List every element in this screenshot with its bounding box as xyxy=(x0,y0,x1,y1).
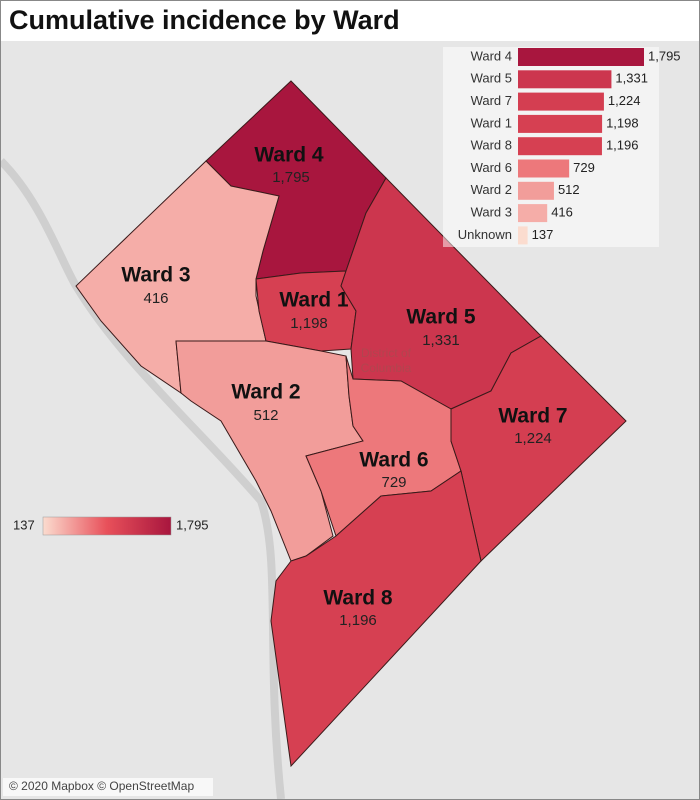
ward-name: Ward 1 xyxy=(279,289,349,312)
ward-value: 1,198 xyxy=(290,315,328,332)
bar-category: Ward 7 xyxy=(471,93,512,108)
bar-value-label: 1,224 xyxy=(608,93,641,108)
ward-value: 416 xyxy=(143,290,168,307)
ward-name: Ward 8 xyxy=(323,587,393,610)
legend-max: 1,795 xyxy=(176,517,209,532)
ward-labels: Ward 4 1,795 Ward 3 416 Ward 1 1,198 War… xyxy=(121,144,567,629)
ward-value: 729 xyxy=(381,474,406,491)
bar xyxy=(518,226,528,245)
bar-category: Ward 3 xyxy=(471,205,512,220)
ward-name: Ward 2 xyxy=(231,381,300,404)
attribution[interactable]: © 2020 Mapbox © OpenStreetMap xyxy=(9,779,194,793)
title-bar xyxy=(1,1,699,41)
bar xyxy=(518,204,548,223)
ward-value: 1,224 xyxy=(514,430,552,447)
bar-category: Ward 4 xyxy=(471,48,512,63)
ward-value: 1,196 xyxy=(339,612,377,629)
bar xyxy=(518,137,602,156)
ward-area[interactable] xyxy=(175,340,364,562)
bar-value-label: 729 xyxy=(573,160,595,175)
bar xyxy=(518,114,603,133)
ward-name: Ward 4 xyxy=(254,144,324,167)
ward-area[interactable] xyxy=(270,470,482,768)
bar-category: Ward 8 xyxy=(471,138,512,153)
legend-min: 137 xyxy=(13,517,35,532)
ward-name: Ward 6 xyxy=(359,449,428,472)
map-label: Columbia xyxy=(361,361,412,375)
bar-category: Ward 5 xyxy=(471,71,512,86)
bar-value-label: 1,795 xyxy=(648,48,681,63)
ward-name: Ward 3 xyxy=(121,264,190,287)
bar-chart: Ward 4 1,795 Ward 5 1,331 Ward 7 1,224 Ward 1 1… xyxy=(458,48,681,245)
bar-value-label: 1,198 xyxy=(606,115,639,130)
wards xyxy=(75,80,627,768)
bar-category: Ward 1 xyxy=(471,115,512,130)
attribution-bg xyxy=(3,778,213,796)
bar-category: Ward 2 xyxy=(471,182,512,197)
title: Cumulative incidence by Ward xyxy=(9,5,400,35)
ward-value: 1,331 xyxy=(422,332,460,349)
bar-category: Unknown xyxy=(458,227,512,242)
ward-value: 1,795 xyxy=(272,169,310,186)
bar-value-label: 137 xyxy=(532,227,554,242)
bar-category: Ward 6 xyxy=(471,160,512,175)
bar-value-label: 512 xyxy=(558,182,580,197)
bar-value-label: 1,196 xyxy=(606,138,639,153)
ward-value: 512 xyxy=(253,407,278,424)
ward-name: Ward 5 xyxy=(406,306,476,329)
ward-area[interactable] xyxy=(450,335,627,562)
bar-value-label: 1,331 xyxy=(615,71,648,86)
color-legend xyxy=(42,516,172,536)
ward-name: Ward 7 xyxy=(498,405,567,428)
bar xyxy=(518,48,644,66)
bar-value-label: 416 xyxy=(551,205,573,220)
bar xyxy=(518,92,604,111)
map-label: District of xyxy=(361,346,412,360)
bar xyxy=(518,159,570,178)
bar xyxy=(518,70,612,89)
bar xyxy=(518,181,554,200)
